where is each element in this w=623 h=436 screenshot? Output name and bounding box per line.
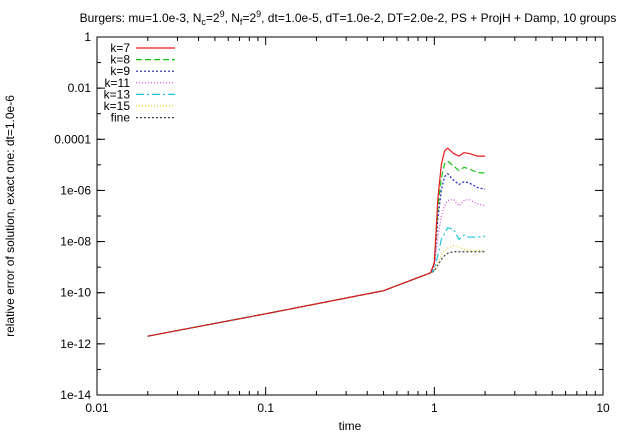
y-tick-label: 1e-14 (60, 388, 91, 402)
title-part: 9 (220, 9, 225, 19)
series-line-k-15 (147, 244, 486, 337)
y-tick-label: 1e-08 (60, 235, 91, 249)
legend-label: k=15 (104, 99, 131, 113)
title-part: f (240, 17, 243, 27)
title-part: 9 (256, 9, 261, 19)
y-tick-label: 0.01 (68, 81, 92, 95)
y-axis-title: relative error of solution, exact one: d… (3, 95, 17, 337)
legend-label: fine (111, 111, 131, 125)
legend-label: k=13 (104, 87, 131, 101)
title-part: =2 (206, 11, 220, 25)
x-tick-label: 10 (596, 401, 610, 415)
legend-label: k=7 (110, 41, 130, 55)
x-tick-label: 0.1 (257, 401, 274, 415)
y-tick-label: 1e-12 (60, 337, 91, 351)
title-part: =2 (242, 11, 256, 25)
title-part: c (201, 17, 206, 27)
legend-label: k=9 (110, 64, 130, 78)
title-part: , N (225, 11, 240, 25)
x-tick-label: 1 (431, 401, 438, 415)
title-part: Burgers: mu=1.0e-3, N (80, 11, 202, 25)
y-tick-label: 1e-10 (60, 286, 91, 300)
x-axis-title: time (339, 419, 362, 433)
y-tick-label: 1 (84, 30, 91, 44)
legend-label: k=11 (105, 76, 131, 90)
plot-frame (96, 36, 604, 396)
legend-label: k=8 (110, 53, 130, 67)
series-line-k-13 (147, 227, 486, 337)
y-tick-label: 0.0001 (54, 132, 91, 146)
series-line-k-11 (147, 198, 486, 337)
x-tick-label: 0.01 (85, 401, 109, 415)
title-part: , dt=1.0e-5, dT=1.0e-2, DT=2.0e-2, PS + … (261, 11, 616, 25)
y-tick-label: 1e-06 (60, 183, 91, 197)
chart-title: Burgers: mu=1.0e-3, Nc=29, Nf=29, dt=1.0… (80, 9, 617, 27)
series-line-k-7 (147, 147, 486, 337)
